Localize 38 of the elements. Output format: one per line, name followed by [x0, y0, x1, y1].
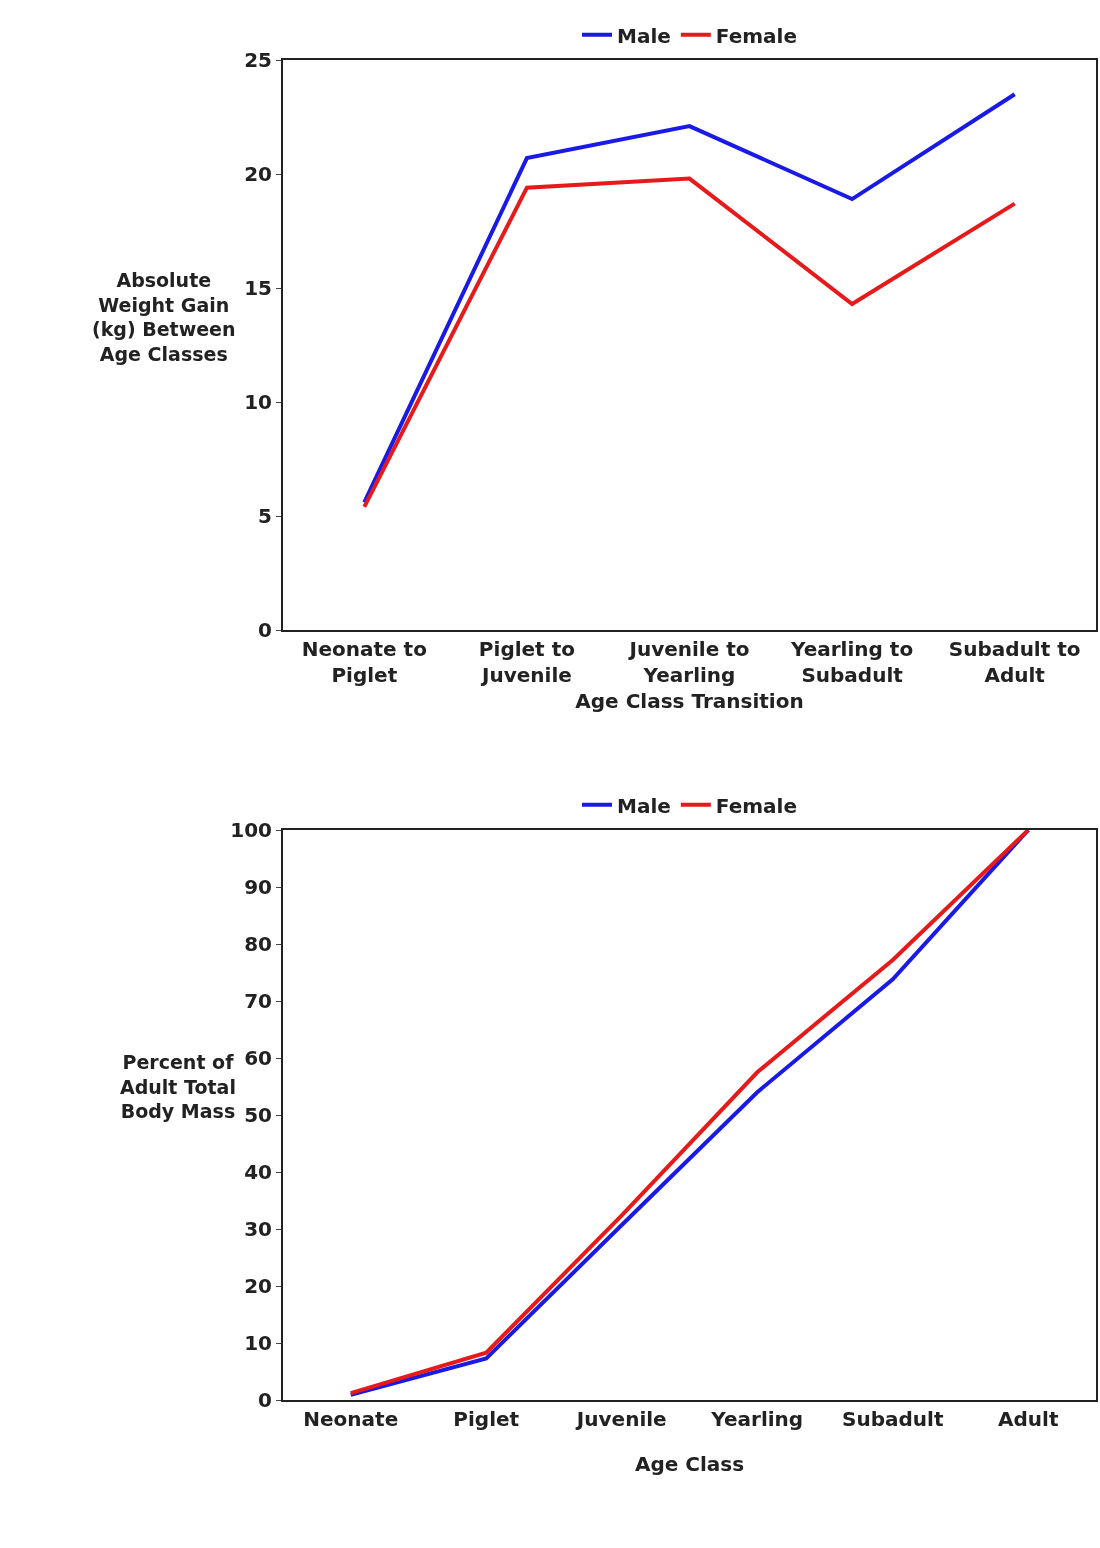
x-tick-label: Neonate: [303, 1407, 399, 1431]
x-tick-label: Subadult: [842, 1407, 944, 1431]
y-tick-label: 50: [244, 1103, 272, 1127]
y-tick-label: 80: [244, 932, 272, 956]
legend-label: Female: [715, 23, 797, 48]
y-tick-label: 90: [244, 875, 272, 899]
x-axis-title: Age Class: [634, 1452, 745, 1476]
y-tick-label: 5: [258, 504, 272, 528]
legend-label: Male: [617, 793, 671, 818]
x-tick-label: Piglet to Juvenile: [478, 637, 575, 687]
line-series: [362, 176, 1017, 509]
x-tick-label: Yearling to Subadult: [790, 637, 914, 687]
y-tick-label: 10: [244, 390, 272, 414]
y-tick-label: 15: [244, 276, 272, 300]
y-axis-title: Percent of Adult Total Body Mass: [120, 1051, 236, 1123]
y-tick-label: 100: [230, 818, 272, 842]
y-tick-label: 0: [258, 1388, 272, 1412]
x-tick-label: Piglet: [453, 1407, 520, 1431]
y-tick-label: 10: [244, 1331, 272, 1355]
x-tick-label: Subadult to Adult: [948, 637, 1081, 687]
x-tick-label: Juvenile: [574, 1407, 667, 1431]
y-axis-title: Absolute Weight Gain (kg) Between Age Classes: [92, 269, 236, 366]
x-tick-label: Yearling: [710, 1407, 804, 1431]
y-tick-label: 20: [244, 1274, 272, 1298]
y-tick-label: 30: [244, 1217, 272, 1241]
x-axis-title: Age Class Transition: [575, 689, 804, 713]
y-tick-label: 70: [244, 989, 272, 1013]
y-tick-label: 60: [244, 1046, 272, 1070]
y-tick-label: 40: [244, 1160, 272, 1184]
x-tick-label: Juvenile to Yearling: [627, 637, 750, 687]
x-tick-label: Adult: [998, 1407, 1059, 1431]
y-tick-label: 25: [244, 48, 272, 72]
line-series: [362, 92, 1017, 505]
x-tick-label: Neonate to Piglet: [301, 637, 427, 687]
y-tick-label: 20: [244, 162, 272, 186]
legend-label: Female: [715, 793, 797, 818]
y-tick-label: 0: [258, 618, 272, 642]
legend-label: Male: [617, 23, 671, 48]
